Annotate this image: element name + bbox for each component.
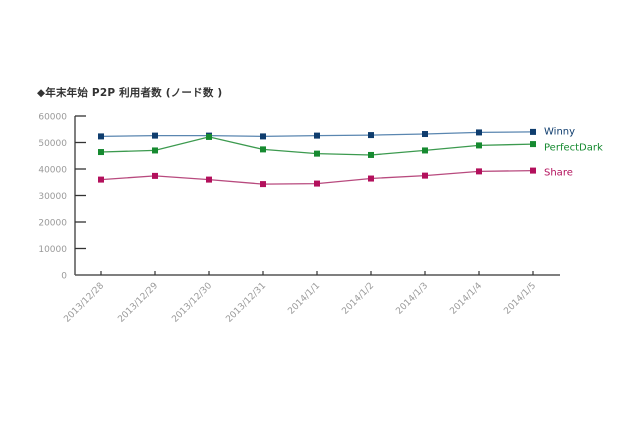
x-tick-label: 2014/1/3 [394,281,430,317]
data-point-marker [98,149,104,156]
data-point-marker [152,172,158,179]
data-point-marker [368,151,374,158]
data-point-marker [206,176,212,183]
data-point-marker [260,133,266,140]
x-tick-label: 2013/12/30 [170,281,214,325]
y-tick-label: 60000 [38,113,67,123]
legend-label-winny: Winny [544,127,575,138]
data-point-marker [476,129,482,136]
y-tick-label: 30000 [38,192,67,202]
legend-label-perfectdark: PerfectDark [544,143,603,154]
series-winny [98,128,536,140]
y-tick-label: 40000 [38,166,67,176]
data-point-marker [152,132,158,139]
data-point-marker [260,146,266,153]
data-point-marker [314,180,320,187]
data-point-marker [476,168,482,175]
data-point-marker [368,175,374,182]
chart-title: ◆年末年始 P2P 利用者数 (ノード数 ) [37,87,223,99]
data-point-marker [152,147,158,154]
data-point-marker [314,150,320,157]
data-point-marker [476,142,482,149]
y-tick-label: 10000 [38,245,67,255]
y-tick-label: 20000 [38,219,67,229]
x-tick-label: 2014/1/5 [502,281,538,317]
data-point-marker [368,132,374,139]
x-tick-label: 2013/12/31 [224,281,268,325]
data-point-marker [98,176,104,183]
data-point-marker [314,132,320,139]
y-tick-label: 50000 [38,139,67,149]
data-point-marker [260,181,266,188]
data-point-marker [98,133,104,140]
series-share [98,167,536,188]
y-tick-label: 0 [61,272,67,282]
data-point-marker [530,128,536,135]
x-tick-label: 2014/1/2 [340,281,376,317]
x-tick-label: 2013/12/29 [116,281,160,325]
series-perfectdark [98,133,536,158]
series-group [98,128,536,188]
data-point-marker [422,172,428,179]
data-point-marker [206,133,212,140]
x-tick-label: 2014/1/4 [448,281,484,317]
data-point-marker [530,167,536,174]
data-point-marker [530,141,536,148]
data-point-marker [422,147,428,154]
x-tick-label: 2013/12/28 [62,281,106,325]
legend: Winny PerfectDark Share [544,127,603,179]
x-tick-label: 2014/1/1 [286,281,322,317]
data-point-marker [422,131,428,138]
legend-label-share: Share [544,168,573,179]
